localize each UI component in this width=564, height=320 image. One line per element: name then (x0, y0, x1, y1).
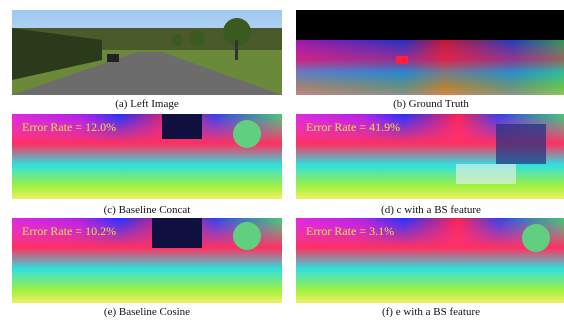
error-rate: Error Rate = 10.2% (22, 224, 116, 239)
disparity-map: Error Rate = 41.9% (296, 114, 564, 199)
disparity-map: Error Rate = 3.1% (296, 218, 564, 303)
ground-truth (296, 10, 564, 95)
left-image (12, 10, 282, 95)
caption: (c) Baseline Concat (12, 204, 282, 216)
photo (12, 10, 282, 95)
caption: (a) Left Image (12, 98, 282, 110)
disparity-map: Error Rate = 10.2% (12, 218, 282, 303)
caption: (b) Ground Truth (296, 98, 564, 110)
disparity-map: Error Rate = 12.0% (12, 114, 282, 199)
error-rate: Error Rate = 41.9% (306, 120, 400, 135)
figure: (a) Left Image (b) Ground Truth Error Ra… (0, 0, 564, 320)
sparse-map (296, 10, 564, 95)
caption: (f) e with a BS feature (296, 306, 564, 318)
error-rate: Error Rate = 3.1% (306, 224, 394, 239)
caption: (e) Baseline Cosine (12, 306, 282, 318)
error-rate: Error Rate = 12.0% (22, 120, 116, 135)
caption: (d) c with a BS feature (296, 204, 564, 216)
